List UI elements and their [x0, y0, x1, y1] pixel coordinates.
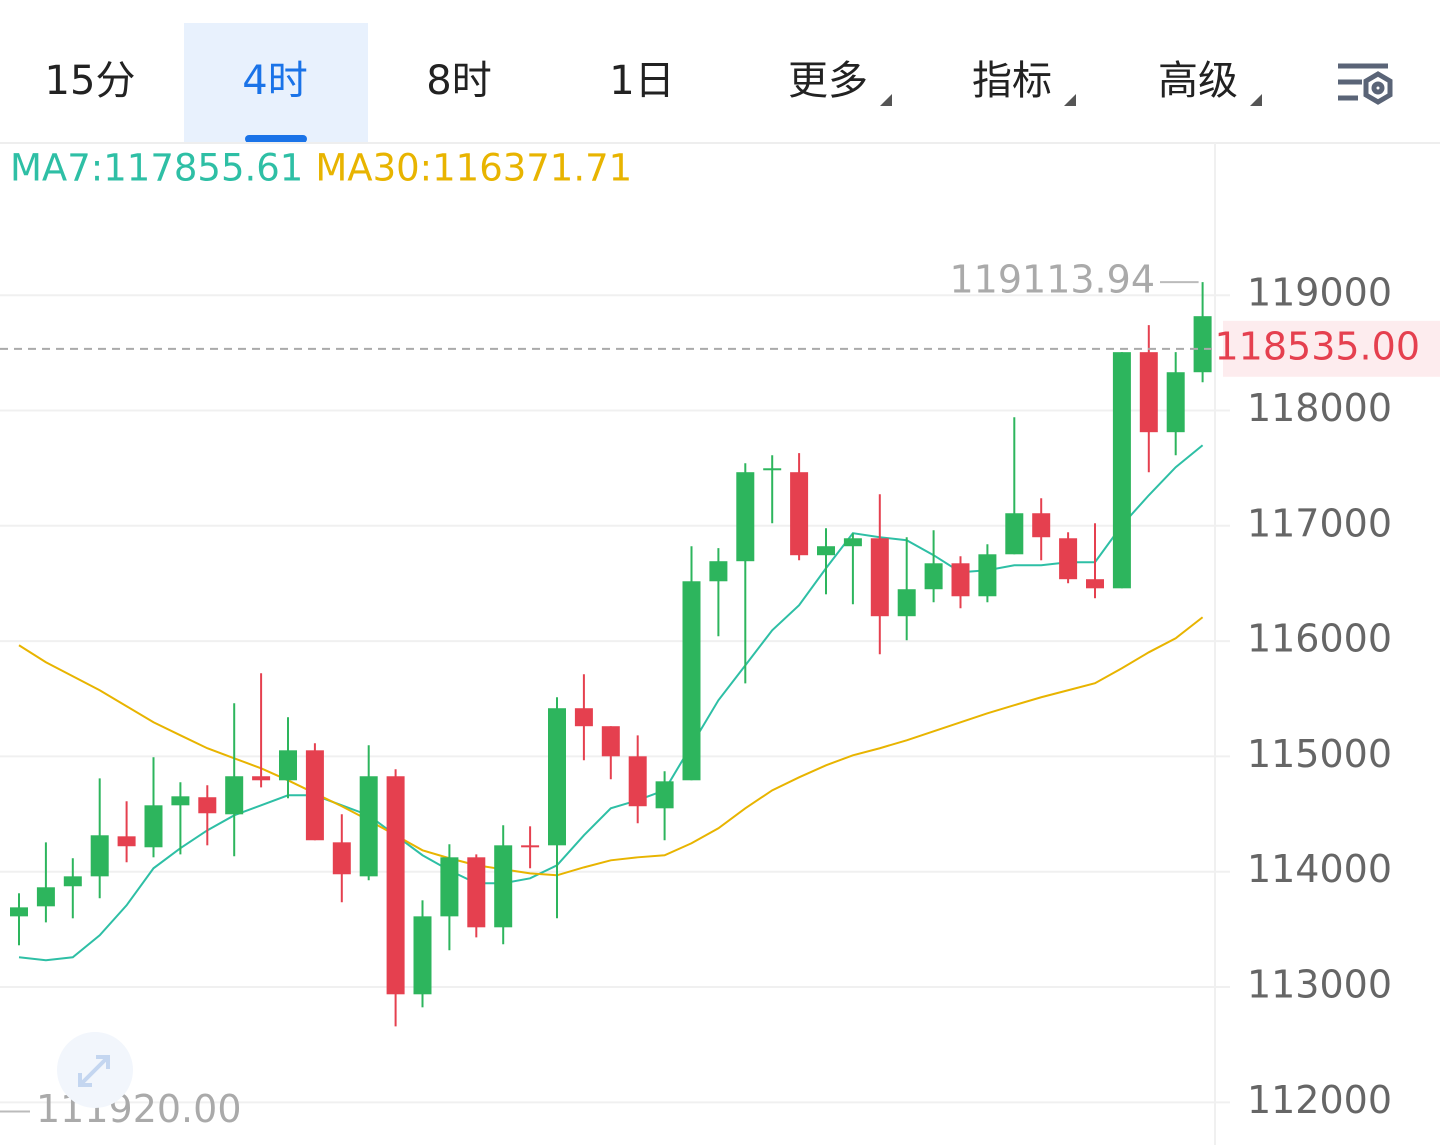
last-price-label: 118535.00 [1215, 324, 1421, 368]
candle-body [279, 750, 297, 781]
candle-body [1139, 352, 1158, 433]
tab[interactable]: 4时 [242, 58, 307, 104]
y-tick-label: 117000 [1247, 501, 1392, 545]
candle-body [305, 750, 324, 841]
candle-body [36, 887, 55, 907]
ma-line [18, 444, 1204, 962]
y-tick-label: 118000 [1247, 386, 1392, 430]
candle-body [843, 538, 862, 547]
tab[interactable]: 高级 [1158, 58, 1238, 104]
candle-body [601, 726, 620, 757]
candle-body [978, 554, 997, 597]
settings-icon[interactable] [1338, 63, 1393, 105]
candle-body [440, 857, 459, 917]
candle-body [709, 561, 728, 582]
candle-body [548, 708, 566, 846]
tab[interactable]: 8时 [426, 58, 491, 104]
candle-body [198, 797, 217, 814]
candle-body [1166, 372, 1185, 433]
candle-body [790, 472, 809, 556]
candle-body [763, 468, 782, 471]
candle-body [171, 796, 190, 806]
ma-legend: MA7:117855.61 [10, 147, 303, 190]
active-tab-indicator [245, 135, 307, 143]
candle-body [897, 589, 916, 617]
candle-body [736, 472, 755, 562]
y-tick-label: 114000 [1247, 847, 1392, 891]
candle-body [1032, 513, 1051, 538]
ma-line [18, 616, 1204, 877]
ma-legend: MA30:116371.71 [315, 147, 632, 190]
y-tick-label: 112000 [1247, 1078, 1392, 1122]
candle-body [225, 776, 244, 815]
tab[interactable]: 指标 [972, 58, 1052, 104]
y-tick-label: 119000 [1247, 271, 1392, 315]
candle-body [386, 776, 405, 995]
candle-body [144, 805, 163, 848]
candle-body [494, 845, 513, 928]
high-label: 119113.94 [950, 258, 1156, 302]
dropdown-caret [880, 94, 892, 106]
candle-body [817, 546, 835, 556]
tab-bar: 15分 4时 8时 1日 更多 指标 高级 [45, 58, 1262, 106]
candle-body [655, 781, 674, 809]
candle-body [628, 756, 647, 807]
candle-body [252, 776, 271, 781]
candle-body [574, 708, 593, 727]
dropdown-caret [1250, 94, 1262, 106]
y-tick-label: 116000 [1247, 617, 1392, 661]
candle-body [521, 845, 540, 848]
tab[interactable]: 15分 [45, 58, 136, 104]
candle-body [10, 907, 28, 917]
candle-body [63, 876, 82, 887]
candle-body [332, 842, 351, 875]
candle-body [1059, 538, 1078, 580]
expand-button[interactable] [57, 1032, 133, 1108]
active-tab-bg [184, 23, 368, 143]
candle-body [682, 581, 701, 781]
y-tick-label: 115000 [1247, 732, 1392, 776]
y-tick-label: 113000 [1247, 963, 1392, 1007]
candle-body [117, 836, 136, 847]
dropdown-caret [1064, 94, 1076, 106]
candle-body [413, 916, 432, 995]
candle-body [90, 835, 109, 877]
candle-body [467, 857, 486, 928]
candle-body [1193, 316, 1212, 373]
plot: 112000 113000 114000 115000 116000 117000 1180… [0, 147, 1440, 1131]
candle-body [1005, 513, 1024, 555]
candle-body [951, 563, 970, 597]
last-price-box [1223, 320, 1440, 377]
tab[interactable]: 1日 [609, 58, 674, 104]
tab[interactable]: 更多 [788, 58, 868, 104]
candle-body [359, 776, 378, 877]
candle-body [1086, 579, 1104, 589]
candle-body [924, 563, 943, 590]
candle-body [870, 538, 889, 617]
candle-body [1112, 352, 1131, 589]
